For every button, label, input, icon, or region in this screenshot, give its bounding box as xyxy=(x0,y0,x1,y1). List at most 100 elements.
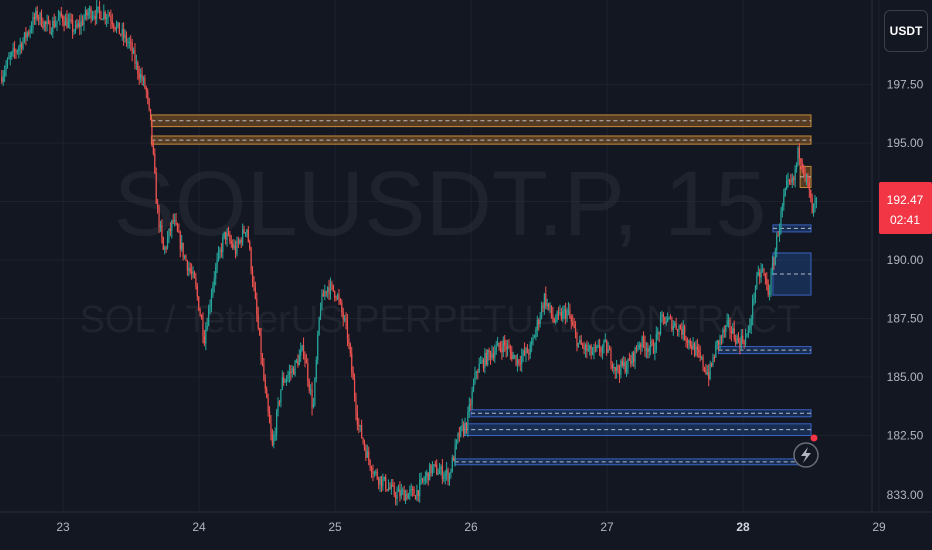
candle-down xyxy=(569,303,571,319)
demand-zone[interactable] xyxy=(718,346,812,355)
candle-down xyxy=(363,439,366,451)
candle-down xyxy=(114,26,116,32)
candle-up xyxy=(795,162,798,173)
candle-up xyxy=(604,333,606,343)
candle-up xyxy=(174,213,176,227)
price-axis[interactable]: 197.50195.00192.50190.00187.50185.00182.… xyxy=(887,78,924,503)
candle-down xyxy=(413,486,415,497)
candle-up xyxy=(591,346,594,356)
candle-up xyxy=(502,336,504,358)
time-axis[interactable]: 23 24 25 26 27 28 29 xyxy=(56,520,886,534)
currency-button[interactable]: USDT xyxy=(884,10,928,52)
candle-up xyxy=(59,10,61,26)
candle-up xyxy=(559,304,561,316)
candle-up xyxy=(631,351,633,367)
lightning-alert-icon[interactable] xyxy=(793,434,819,468)
candle-down xyxy=(297,354,299,368)
candle-down xyxy=(86,9,88,21)
candle-down xyxy=(735,334,737,347)
candle-up xyxy=(77,19,79,29)
candle-up xyxy=(431,461,434,477)
candle-down xyxy=(447,467,449,486)
candle-up xyxy=(472,378,475,393)
candle-up xyxy=(181,234,183,252)
candle-down xyxy=(182,242,184,261)
candle-up xyxy=(805,173,808,186)
demand-zone[interactable] xyxy=(470,409,812,418)
candle-up xyxy=(593,343,595,360)
candle-down xyxy=(713,354,715,363)
candle-up xyxy=(67,13,69,28)
demand-zone[interactable] xyxy=(772,224,812,233)
candle-up xyxy=(242,223,244,247)
candle-up xyxy=(532,334,534,346)
x-tick-label: 25 xyxy=(328,520,342,534)
watermark-symbol: SOLUSDT.P, 15 xyxy=(114,153,767,255)
candle-up xyxy=(424,471,426,485)
candle-up xyxy=(239,238,241,245)
candle-up xyxy=(454,438,456,467)
candle-up xyxy=(300,342,302,362)
candle-up xyxy=(786,174,788,191)
candle-down xyxy=(807,172,809,188)
candle-up xyxy=(747,325,749,339)
candle-up xyxy=(443,471,445,482)
candle-up xyxy=(749,318,751,333)
demand-zone[interactable] xyxy=(454,458,812,466)
candle-down xyxy=(145,85,147,99)
demand-zone[interactable] xyxy=(772,252,812,296)
candle-down xyxy=(686,337,689,349)
candle-down xyxy=(465,422,468,434)
candle-up xyxy=(383,476,385,482)
candle-up xyxy=(746,333,748,338)
candle-down xyxy=(685,335,687,348)
candle-down xyxy=(372,464,374,482)
candle-down xyxy=(477,368,479,380)
candle-up xyxy=(709,360,711,381)
candle-up xyxy=(794,165,796,188)
demand-zone[interactable] xyxy=(463,423,812,436)
candle-up xyxy=(791,173,793,188)
candle-up xyxy=(324,284,326,301)
candle-down xyxy=(742,329,744,345)
candle-up xyxy=(390,479,392,495)
candle-up xyxy=(555,314,557,325)
candle-up xyxy=(654,342,656,361)
candle-down xyxy=(263,358,265,382)
candle-up xyxy=(128,36,130,49)
candle-up xyxy=(73,29,75,35)
candle-up xyxy=(318,316,320,336)
candle-up xyxy=(420,472,422,485)
candle-up xyxy=(812,203,815,217)
candle-down xyxy=(492,346,494,362)
candle-down xyxy=(70,13,72,24)
candle-down xyxy=(45,20,47,32)
supply-zone[interactable] xyxy=(150,114,812,128)
candle-down xyxy=(369,459,371,472)
candle-up xyxy=(468,397,470,418)
candle-up xyxy=(727,314,730,328)
candle-down xyxy=(565,302,567,325)
candle-up xyxy=(665,316,667,327)
candle-up xyxy=(121,22,123,41)
candle-down xyxy=(325,290,327,297)
candle-down xyxy=(453,455,455,462)
candle-up xyxy=(543,292,545,315)
candle-up xyxy=(657,327,659,341)
candle-down xyxy=(220,243,222,258)
candle-up xyxy=(481,356,483,364)
candle-up xyxy=(396,486,398,506)
candle-down xyxy=(523,342,526,357)
candle-up xyxy=(648,345,650,359)
candle-up xyxy=(688,339,690,350)
candle-up xyxy=(754,285,757,304)
candle-up xyxy=(638,341,640,350)
candle-down xyxy=(189,262,191,275)
candle-down xyxy=(737,331,740,344)
candle-up xyxy=(716,339,718,350)
supply-zone[interactable] xyxy=(150,135,812,145)
candle-up xyxy=(491,345,493,361)
candle-up xyxy=(236,236,238,257)
candle-down xyxy=(229,230,231,245)
